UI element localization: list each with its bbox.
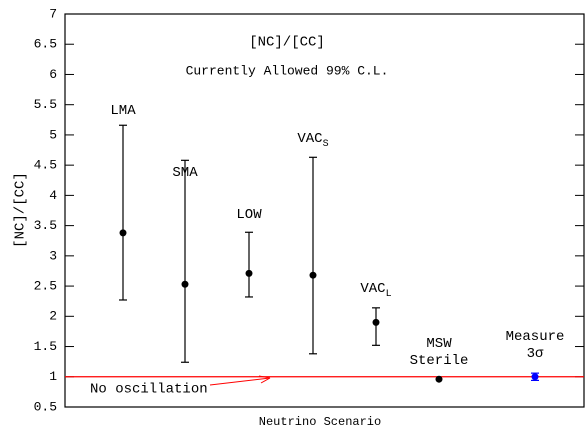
y-tick-label: 3.5	[34, 218, 57, 233]
point	[435, 375, 443, 383]
point	[245, 269, 253, 277]
y-tick-label: 5	[49, 127, 57, 142]
y-axis-label: [NC]/[CC]	[13, 172, 29, 248]
point-label: LOW	[236, 207, 262, 223]
chart-title: [NC]/[CC]	[249, 35, 325, 51]
point-label-text: LMA	[110, 103, 136, 119]
point-label-text: SMA	[172, 165, 198, 181]
point-label: Sterile	[410, 353, 469, 369]
point-label: 3σ	[527, 346, 544, 362]
point-label: VACS	[297, 131, 328, 150]
point-label: SMA	[172, 165, 198, 181]
y-tick-label: 3	[49, 248, 57, 263]
point	[181, 280, 189, 288]
y-tick-label: 4.5	[34, 158, 57, 173]
y-tick-label: 5.5	[34, 97, 57, 112]
arrow	[209, 377, 271, 386]
y-tick-label: 2.5	[34, 279, 57, 294]
point	[531, 373, 539, 381]
point-label-text: 3σ	[527, 346, 544, 362]
point	[119, 229, 127, 237]
y-tick-label: 1	[49, 369, 57, 384]
y-tick-label: 4	[49, 188, 57, 203]
point-label-text: Sterile	[410, 353, 469, 369]
y-tick-label: 6	[49, 67, 57, 82]
y-tick-label: 2	[49, 309, 57, 324]
plot-frame	[64, 13, 585, 408]
y-tick-label: 1.5	[34, 339, 57, 354]
point-label-subscript: S	[323, 139, 329, 150]
point-label: MSW	[426, 336, 452, 352]
y-tick-label: 0.5	[34, 399, 57, 414]
arrow-head	[258, 375, 271, 384]
point-label: LMA	[110, 103, 136, 119]
x-axis-label: Neutrino Scenario	[259, 415, 381, 429]
y-tick-label: 7	[49, 6, 57, 21]
point-label: Measure	[506, 329, 565, 345]
reference-label: No oscillation	[90, 382, 208, 398]
point-label-text: VAC	[297, 131, 322, 147]
point-label-text: Measure	[506, 329, 565, 345]
point	[372, 318, 380, 326]
point-label-subscript: L	[386, 289, 392, 300]
point-label: VACL	[360, 281, 391, 300]
point-label-text: MSW	[426, 336, 452, 352]
point-label-text: LOW	[236, 207, 262, 223]
y-tick-label: 6.5	[34, 37, 57, 52]
point	[309, 271, 317, 279]
chart-subtitle: Currently Allowed 99% C.L.	[186, 63, 389, 78]
point-label-text: VAC	[360, 281, 385, 297]
